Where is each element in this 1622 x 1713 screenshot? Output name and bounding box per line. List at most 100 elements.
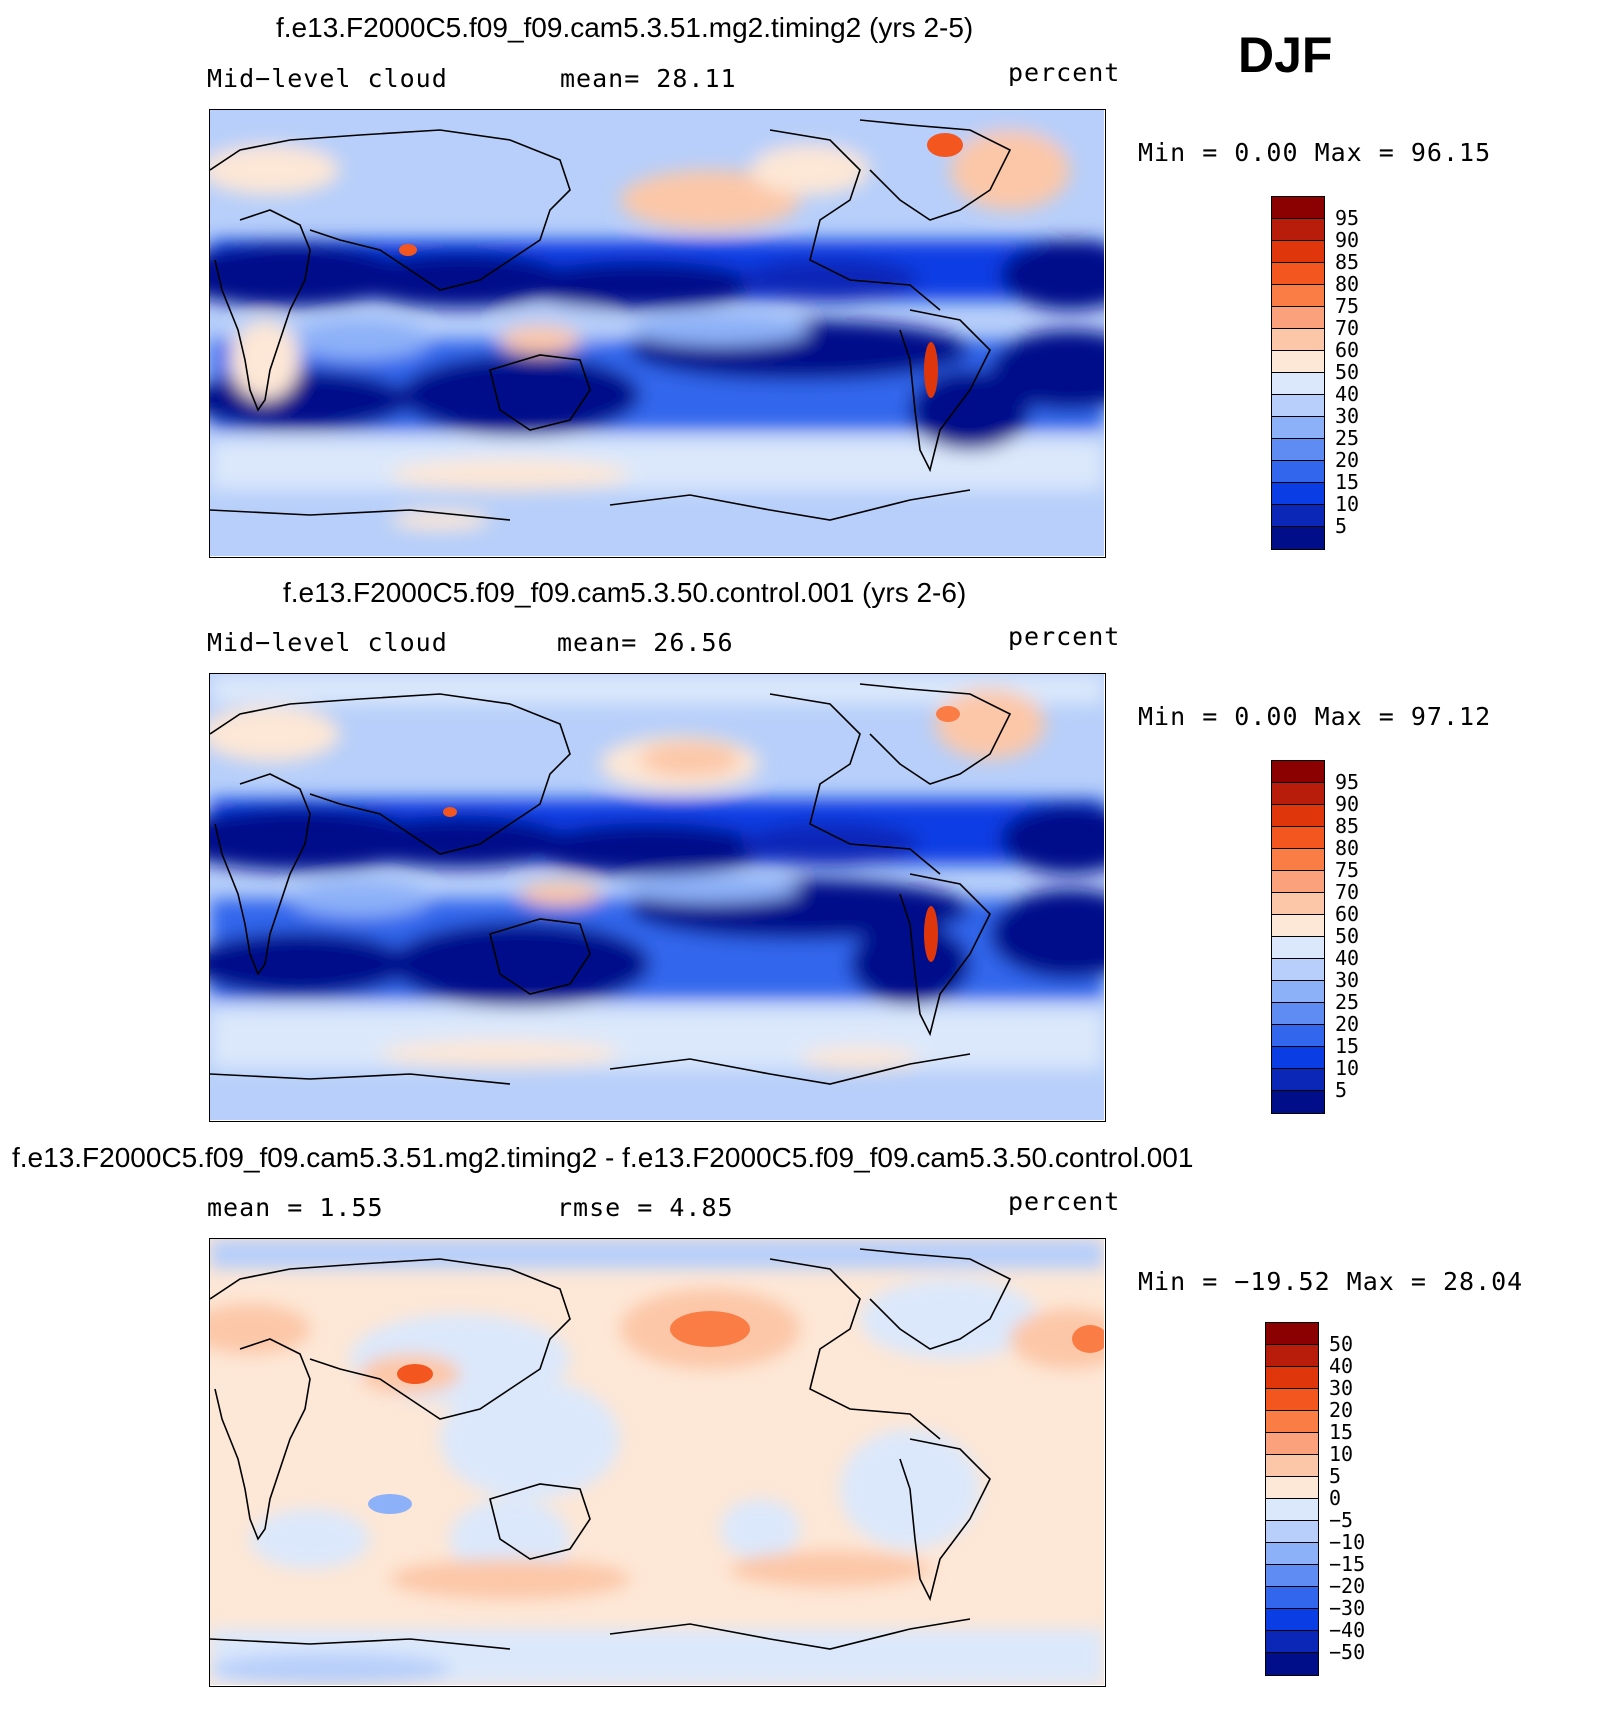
- panel-3-map: [209, 1238, 1106, 1687]
- colorbar-tick-label: −15: [1329, 1552, 1366, 1576]
- colorbar-tick-label: 10: [1329, 1442, 1354, 1466]
- colorbar-swatch: [1265, 1432, 1319, 1456]
- panel-1-variable-label: Mid−level cloud: [207, 64, 448, 93]
- colorbar-tick-label: 15: [1335, 1034, 1360, 1058]
- colorbar-tick-label: 20: [1329, 1398, 1354, 1422]
- colorbar-swatch: [1265, 1476, 1319, 1500]
- colorbar-swatch: [1265, 1608, 1319, 1632]
- colorbar-swatch: [1271, 1068, 1325, 1092]
- colorbar-swatch: [1271, 460, 1325, 484]
- colorbar-tick-label: 0: [1329, 1486, 1342, 1510]
- colorbar-swatch: [1271, 914, 1325, 938]
- colorbar-swatch: [1271, 760, 1325, 784]
- colorbar-swatch: [1271, 1046, 1325, 1070]
- colorbar-tick-label: 40: [1335, 382, 1360, 406]
- colorbar-tick-label: 15: [1335, 470, 1360, 494]
- colorbar-swatch: [1271, 504, 1325, 528]
- colorbar-swatch: [1271, 1024, 1325, 1048]
- colorbar-tick-label: 30: [1335, 404, 1360, 428]
- panel-2-minmax: Min = 0.00 Max = 97.12: [1138, 702, 1492, 731]
- colorbar-tick-label: 30: [1329, 1376, 1354, 1400]
- colorbar-tick-label: −40: [1329, 1618, 1366, 1642]
- colorbar-tick-label: 80: [1335, 272, 1360, 296]
- colorbar-tick-label: 90: [1335, 792, 1360, 816]
- colorbar-tick-label: 70: [1335, 316, 1360, 340]
- colorbar-swatch: [1265, 1586, 1319, 1610]
- colorbar-tick-label: 25: [1335, 426, 1360, 450]
- colorbar-swatch: [1271, 1090, 1325, 1114]
- colorbar-tick-label: 85: [1335, 250, 1360, 274]
- colorbar-swatch: [1271, 306, 1325, 330]
- colorbar-tick-label: 10: [1335, 1056, 1360, 1080]
- colorbar-tick-label: 80: [1335, 836, 1360, 860]
- colorbar-swatch: [1271, 782, 1325, 806]
- colorbar-swatch: [1265, 1630, 1319, 1654]
- colorbar-swatch: [1271, 196, 1325, 220]
- colorbar-tick-label: 75: [1335, 858, 1360, 882]
- colorbar-tick-label: 40: [1329, 1354, 1354, 1378]
- colorbar-swatch: [1265, 1366, 1319, 1390]
- colorbar-tick-label: 30: [1335, 968, 1360, 992]
- colorbar-swatch: [1265, 1388, 1319, 1412]
- colorbar-tick-label: 85: [1335, 814, 1360, 838]
- panel-1-map-svg: [210, 110, 1104, 556]
- colorbar-swatch: [1271, 218, 1325, 242]
- colorbar-swatch: [1271, 892, 1325, 916]
- season-label: DJF: [1238, 27, 1333, 83]
- colorbar-swatch: [1271, 394, 1325, 418]
- colorbar-tick-label: −5: [1329, 1508, 1354, 1532]
- panel-2-colorbar: 95 90 85 80 75 70 60 50 40 30 25 20 15 10 5: [1271, 760, 1381, 1116]
- colorbar-swatch: [1265, 1542, 1319, 1566]
- colorbar-tick-label: 50: [1335, 924, 1360, 948]
- colorbar-swatch: [1265, 1454, 1319, 1478]
- panel-3-colorbar: 50 40 30 20 15 10 5 0 −5 −10 −15 −20 −30 −40 −50: [1265, 1322, 1375, 1678]
- panel-1-title: f.e13.F2000C5.f09_f09.cam5.3.51.mg2.timi…: [276, 12, 974, 43]
- colorbar-swatch: [1271, 328, 1325, 352]
- colorbar-tick-label: 70: [1335, 880, 1360, 904]
- colorbar-swatch: [1271, 284, 1325, 308]
- colorbar-tick-label: 20: [1335, 1012, 1360, 1036]
- colorbar-swatch: [1271, 826, 1325, 850]
- colorbar-tick-label: 5: [1335, 1078, 1348, 1102]
- panel-3-units-label: percent: [1008, 1187, 1121, 1216]
- colorbar-swatch: [1271, 526, 1325, 550]
- panel-3-minmax: Min = −19.52 Max = 28.04: [1138, 1267, 1524, 1296]
- colorbar-tick-label: −10: [1329, 1530, 1366, 1554]
- colorbar-swatch: [1271, 870, 1325, 894]
- colorbar-swatch: [1271, 262, 1325, 286]
- colorbar-tick-label: 40: [1335, 946, 1360, 970]
- colorbar-swatch: [1265, 1498, 1319, 1522]
- colorbar-tick-label: 50: [1329, 1332, 1354, 1356]
- colorbar-swatch: [1265, 1652, 1319, 1676]
- colorbar-swatch: [1265, 1322, 1319, 1346]
- colorbar-tick-label: −30: [1329, 1596, 1366, 1620]
- colorbar-tick-label: −50: [1329, 1640, 1366, 1664]
- panel-1-units-label: percent: [1008, 58, 1121, 87]
- colorbar-tick-label: 50: [1335, 360, 1360, 384]
- panel-3-title: f.e13.F2000C5.f09_f09.cam5.3.51.mg2.timi…: [12, 1142, 1194, 1173]
- colorbar-swatch: [1265, 1410, 1319, 1434]
- colorbar-swatch: [1265, 1564, 1319, 1588]
- colorbar-swatch: [1271, 240, 1325, 264]
- colorbar-swatch: [1271, 372, 1325, 396]
- panel-3-map-svg: [210, 1239, 1104, 1685]
- colorbar-tick-label: −20: [1329, 1574, 1366, 1598]
- colorbar-swatch: [1271, 438, 1325, 462]
- colorbar-tick-label: 15: [1329, 1420, 1354, 1444]
- colorbar-swatch: [1265, 1520, 1319, 1544]
- colorbar-swatch: [1271, 804, 1325, 828]
- colorbar-tick-label: 10: [1335, 492, 1360, 516]
- colorbar-swatch: [1271, 936, 1325, 960]
- colorbar-tick-label: 5: [1335, 514, 1348, 538]
- panel-1-colorbar: 95 90 85 80 75 70 60 50 40 30 25 20 15 10 5: [1271, 196, 1381, 552]
- colorbar-tick-label: 95: [1335, 206, 1360, 230]
- panel-2-variable-label: Mid−level cloud: [207, 628, 448, 657]
- panel-3-mean-label: mean = 1.55: [207, 1193, 384, 1222]
- colorbar-tick-label: 5: [1329, 1464, 1342, 1488]
- colorbar-tick-label: 60: [1335, 338, 1360, 362]
- panel-2-units-label: percent: [1008, 622, 1121, 651]
- colorbar-swatch: [1271, 350, 1325, 374]
- colorbar-tick-label: 60: [1335, 902, 1360, 926]
- colorbar-tick-label: 75: [1335, 294, 1360, 318]
- panel-3-rmse-label: rmse = 4.85: [557, 1193, 734, 1222]
